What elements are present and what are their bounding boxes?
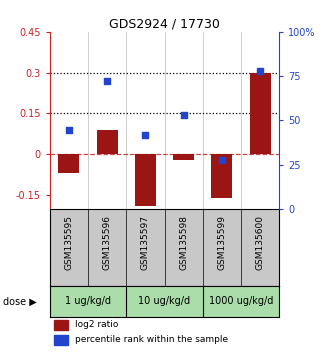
Bar (54, 320, 68, 330)
Text: GSM135597: GSM135597 (141, 215, 150, 270)
Point (257, 68, 263, 74)
Text: GSM135595: GSM135595 (65, 215, 74, 270)
Text: GSM135598: GSM135598 (179, 215, 188, 270)
Bar (58, 154, 79, 173)
Text: 1000 ug/kg/d: 1000 ug/kg/d (209, 296, 273, 306)
Text: percentile rank within the sample: percentile rank within the sample (75, 336, 228, 344)
Title: GDS2924 / 17730: GDS2924 / 17730 (109, 18, 220, 31)
Bar (173, 154, 194, 160)
Text: GSM135596: GSM135596 (103, 215, 112, 270)
Bar (97, 130, 118, 154)
Point (143, 132, 148, 138)
Text: log2 ratio: log2 ratio (75, 320, 118, 329)
Bar (135, 154, 156, 206)
Bar (250, 73, 271, 154)
Point (219, 157, 224, 162)
Text: 1 ug/kg/d: 1 ug/kg/d (65, 296, 111, 306)
Point (66, 127, 72, 133)
Bar (54, 335, 68, 346)
Text: dose ▶: dose ▶ (3, 296, 37, 306)
Text: GSM135600: GSM135600 (256, 215, 265, 270)
Point (105, 78, 110, 84)
Bar (211, 154, 232, 198)
Text: GSM135599: GSM135599 (217, 215, 226, 270)
Point (181, 112, 186, 118)
Text: 10 ug/kg/d: 10 ug/kg/d (138, 296, 191, 306)
